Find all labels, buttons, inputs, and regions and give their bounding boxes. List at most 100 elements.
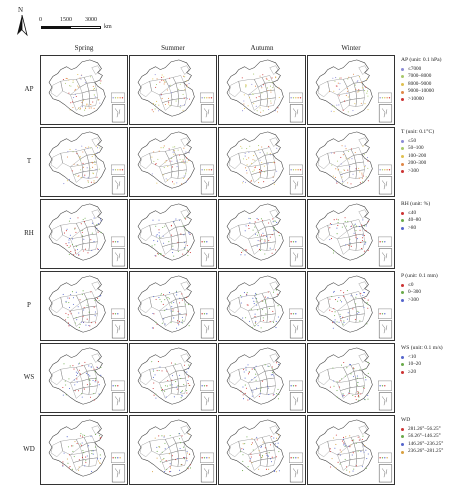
station-point [86,299,88,301]
station-point [331,104,333,106]
station-point [82,151,84,153]
scale-tick-1500: 1500 [60,17,72,23]
station-point [336,321,338,323]
legend-item: 200–300 [401,160,434,168]
station-point [165,460,167,462]
station-point [68,454,70,456]
station-point [337,224,339,226]
station-point [277,446,279,448]
station-point [355,168,357,170]
station-point [94,87,96,89]
station-point [352,376,355,378]
station-point [261,300,263,302]
station-point [256,436,258,438]
station-point [329,451,331,453]
station-point [255,379,257,381]
station-point [186,86,188,88]
station-point [253,303,255,305]
station-point [162,147,164,149]
station-point [278,393,280,396]
station-point [72,303,74,305]
station-point [268,366,270,368]
station-point [353,224,355,226]
map-panel-wd-winter [307,415,395,485]
station-point [242,454,244,456]
station-point [260,173,262,175]
station-point [367,160,369,162]
station-point [343,394,345,397]
station-point [271,373,273,375]
north-label: N [18,6,24,14]
station-point [152,327,155,329]
station-point [177,250,179,253]
station-point [68,220,70,222]
station-point [361,255,363,257]
station-point [241,251,243,253]
station-point [243,369,245,371]
station-point [168,298,170,300]
station-point [276,170,278,172]
station-point [341,226,343,228]
station-point [179,83,181,85]
station-point [173,396,175,398]
station-point [355,88,357,90]
province-boundary [177,313,187,323]
station-point [251,368,253,370]
station-point [74,390,76,392]
map-panel-t-autumn [218,127,306,197]
station-point [78,253,80,255]
north-arrow: N [15,6,29,38]
station-point [276,221,278,223]
station-point [343,320,345,322]
station-point [154,244,156,246]
station-point [255,166,257,168]
province-boundary [251,243,262,255]
province-boundary [269,65,279,75]
station-point [186,98,188,100]
station-point [270,458,272,460]
province-boundary [162,387,173,399]
legend-item: ≤50 [401,138,434,146]
station-point [256,110,258,112]
legend-item: 0–300 [401,289,438,297]
station-point [246,293,248,295]
station-point [158,229,160,231]
station-point [367,299,369,301]
legend-dot-icon [401,162,404,166]
legend-dot-icon [401,283,404,287]
station-point [340,320,342,322]
station-point [360,102,362,104]
station-point [85,460,87,462]
station-point [345,244,347,246]
station-point [184,246,186,249]
station-point [333,105,335,107]
station-point [342,323,344,325]
station-point [76,381,78,383]
station-point [158,296,160,298]
station-point [250,456,252,458]
station-point [260,234,263,236]
station-point [262,317,264,319]
station-point [245,225,247,227]
station-point [73,379,75,381]
station-point [267,163,269,165]
map-panel-p-autumn [218,271,306,341]
province-boundary [358,425,368,435]
map-panel-rh-spring [40,199,128,269]
station-point [93,368,95,370]
station-point [185,229,187,231]
station-point [277,107,279,109]
station-point [92,450,94,452]
station-point [152,111,154,113]
station-point [185,181,188,183]
station-point [272,291,274,293]
station-point [186,371,188,373]
station-point [336,104,338,106]
station-point [277,316,279,318]
station-point [94,160,96,162]
station-point [79,443,81,445]
station-point [87,147,89,149]
station-point [65,230,67,232]
legend-dot-icon [401,170,404,174]
station-point [258,396,260,398]
